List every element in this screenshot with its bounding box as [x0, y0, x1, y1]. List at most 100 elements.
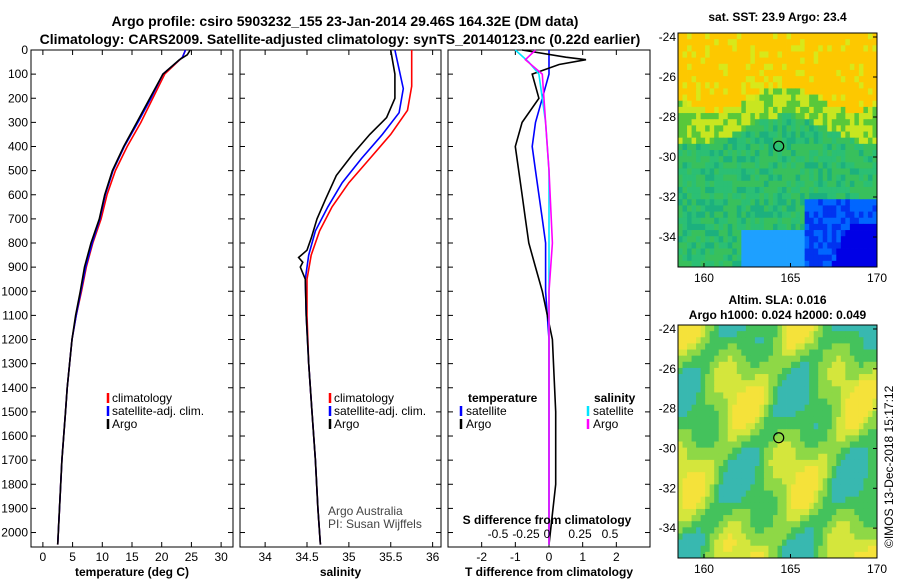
- map-cell: [763, 325, 769, 332]
- map-cell: [777, 539, 783, 547]
- map-cell: [678, 137, 683, 145]
- map-cell: [678, 410, 683, 418]
- map-cell: [736, 472, 742, 479]
- map-cell: [700, 527, 706, 534]
- map-cell: [682, 94, 688, 102]
- map-cell: [822, 539, 828, 547]
- map-cell: [678, 186, 683, 194]
- map-cell: [777, 466, 783, 473]
- map-cell: [723, 361, 729, 369]
- map-cell: [750, 453, 756, 461]
- map-cell: [777, 337, 783, 344]
- map-cell: [736, 502, 742, 510]
- map-cell: [732, 186, 738, 194]
- map-cell: [831, 429, 837, 436]
- map-cell: [772, 82, 778, 89]
- map-cell: [768, 545, 774, 553]
- map-cell: [705, 125, 711, 132]
- map-cell: [813, 150, 819, 157]
- map-cell: [768, 119, 774, 126]
- map-cell: [800, 69, 806, 77]
- map-cell: [723, 180, 729, 188]
- map-cell: [863, 137, 869, 145]
- map-cell: [867, 429, 873, 436]
- map-cell: [782, 508, 787, 516]
- map-cell: [831, 472, 837, 479]
- sst-map-title: sat. SST: 23.9 Argo: 23.4: [708, 10, 847, 24]
- map-cell: [772, 76, 778, 83]
- map-cell: [795, 343, 801, 350]
- map-cell: [678, 416, 683, 424]
- map-cell: [854, 435, 860, 442]
- map-cell: [687, 515, 692, 522]
- map-cell: [822, 156, 828, 163]
- map-cell: [687, 551, 692, 559]
- map-cell: [804, 355, 810, 363]
- map-cell: [732, 441, 738, 449]
- map-cell: [863, 533, 869, 540]
- temperature-profile-xtick-label: 30: [214, 550, 228, 564]
- map-cell: [696, 423, 702, 430]
- map-cell: [723, 325, 729, 332]
- map-cell: [727, 355, 733, 363]
- map-cell: [845, 230, 851, 237]
- map-cell: [772, 515, 778, 522]
- map-cell: [782, 174, 787, 182]
- map-cell: [809, 392, 815, 399]
- map-cell: [818, 39, 824, 46]
- map-cell: [840, 410, 846, 418]
- map-cell: [718, 230, 724, 237]
- map-cell: [718, 69, 724, 77]
- map-cell: [754, 404, 760, 412]
- map-cell: [858, 410, 864, 418]
- map-cell: [777, 180, 783, 188]
- map-cell: [872, 211, 878, 219]
- map-cell: [691, 349, 697, 357]
- map-cell: [822, 459, 828, 467]
- map-cell: [872, 337, 878, 344]
- map-cell: [809, 119, 815, 126]
- map-cell: [691, 168, 697, 176]
- map-cell: [772, 94, 778, 102]
- map-cell: [718, 380, 724, 387]
- map-cell: [745, 242, 751, 249]
- map-cell: [750, 242, 756, 249]
- map-cell: [795, 472, 801, 479]
- map-cell: [718, 186, 724, 194]
- map-cell: [727, 236, 733, 243]
- map-cell: [858, 88, 864, 95]
- map-cell: [763, 435, 769, 442]
- map-cell: [763, 355, 769, 363]
- map-cell: [768, 435, 774, 442]
- map-cell: [840, 484, 846, 491]
- map-cell: [723, 230, 729, 237]
- map-cell: [872, 343, 878, 350]
- map-cell: [867, 45, 873, 52]
- map-cell: [772, 51, 778, 59]
- map-cell: [804, 180, 810, 188]
- map-cell: [854, 51, 860, 59]
- legend-label: climatology: [112, 391, 172, 405]
- map-cell: [845, 82, 851, 89]
- map-cell: [723, 119, 729, 126]
- map-cell: [822, 82, 828, 89]
- map-cell: [858, 539, 864, 547]
- map-cell: [687, 186, 692, 194]
- map-cell: [700, 478, 706, 485]
- map-cell: [759, 331, 765, 338]
- map-cell: [723, 545, 729, 553]
- map-cell: [845, 502, 851, 510]
- map-cell: [763, 508, 769, 516]
- map-cell: [777, 205, 783, 212]
- map-cell: [723, 186, 729, 194]
- map-cell: [822, 435, 828, 442]
- map-cell: [741, 82, 747, 89]
- map-cell: [872, 100, 878, 108]
- map-cell: [795, 51, 801, 59]
- map-cell: [849, 496, 855, 504]
- map-cell: [714, 168, 720, 176]
- map-cell: [714, 472, 720, 479]
- map-cell: [822, 337, 828, 344]
- map-cell: [863, 217, 869, 225]
